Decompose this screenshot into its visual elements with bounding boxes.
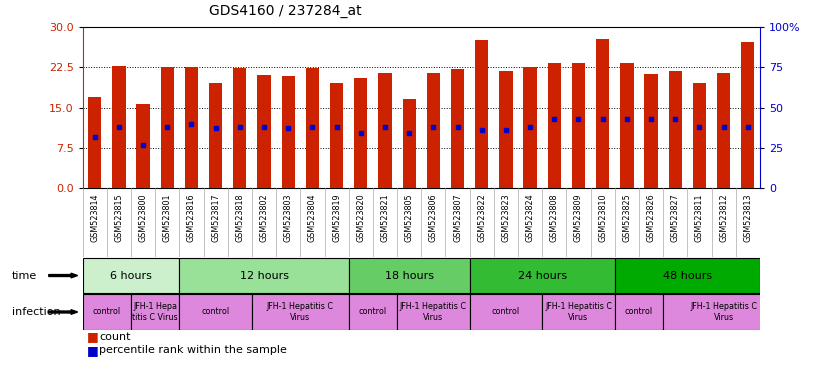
Bar [354,78,368,188]
Bar [233,68,246,188]
Bar [136,104,150,188]
Bar [542,295,615,329]
Bar [402,99,415,188]
Text: control: control [202,308,230,316]
Bar [252,295,349,329]
Bar [470,258,615,293]
Bar [306,68,319,188]
Bar [88,97,102,188]
Text: control: control [358,308,387,316]
Bar [131,295,179,329]
Bar [644,74,657,188]
Text: GSM523808: GSM523808 [550,194,559,242]
Text: GSM523802: GSM523802 [259,194,268,242]
Text: GSM523813: GSM523813 [743,194,752,242]
Bar [741,42,754,188]
Bar [572,63,585,188]
Text: JFH-1 Hepatitis C
Virus: JFH-1 Hepatitis C Virus [267,302,334,322]
Text: GSM523819: GSM523819 [332,194,341,242]
Text: GSM523827: GSM523827 [671,194,680,242]
Text: GSM523810: GSM523810 [598,194,607,242]
Text: GSM523824: GSM523824 [525,194,534,242]
Text: GSM523817: GSM523817 [211,194,221,242]
Bar [83,258,179,293]
Bar [427,73,440,188]
Text: GSM523807: GSM523807 [453,194,462,242]
Text: GDS4160 / 237284_at: GDS4160 / 237284_at [210,4,362,18]
Text: control: control [625,308,653,316]
Text: GSM523820: GSM523820 [356,194,365,242]
Bar [185,67,198,188]
Text: GSM523821: GSM523821 [381,194,390,242]
Text: infection: infection [12,307,60,317]
Text: GSM523803: GSM523803 [283,194,292,242]
Text: ■: ■ [87,331,98,343]
Bar [160,67,174,188]
Bar [693,83,706,188]
Text: control: control [93,308,121,316]
Text: JFH-1 Hepa
titis C Virus: JFH-1 Hepa titis C Virus [132,302,178,322]
Text: 6 hours: 6 hours [110,270,152,281]
Bar [717,73,730,188]
Text: ■: ■ [87,344,98,357]
Text: 18 hours: 18 hours [385,270,434,281]
Bar [112,66,126,188]
Bar [615,258,760,293]
Text: GSM523815: GSM523815 [114,194,123,242]
Text: GSM523804: GSM523804 [308,194,317,242]
Bar [209,83,222,188]
Text: percentile rank within the sample: percentile rank within the sample [99,345,287,356]
Bar [596,39,610,188]
Text: GSM523823: GSM523823 [501,194,510,242]
Text: GSM523811: GSM523811 [695,194,704,242]
Text: JFH-1 Hepatitis C
Virus: JFH-1 Hepatitis C Virus [400,302,467,322]
Text: GSM523816: GSM523816 [187,194,196,242]
Text: 12 hours: 12 hours [240,270,288,281]
Bar [282,76,295,188]
Text: GSM523826: GSM523826 [647,194,656,242]
Text: count: count [99,332,131,342]
Text: 24 hours: 24 hours [518,270,567,281]
Bar [397,295,470,329]
Bar [663,295,784,329]
Text: GSM523800: GSM523800 [139,194,148,242]
Bar [258,75,271,188]
Bar [615,295,663,329]
Text: GSM523801: GSM523801 [163,194,172,242]
Bar [475,40,488,188]
Text: GSM523822: GSM523822 [477,194,487,242]
Bar [83,295,131,329]
Bar [548,63,561,188]
Bar [524,67,537,188]
Text: 48 hours: 48 hours [662,270,712,281]
Text: GSM523814: GSM523814 [90,194,99,242]
Bar [179,258,349,293]
Text: GSM523812: GSM523812 [719,194,729,242]
Text: JFH-1 Hepatitis C
Virus: JFH-1 Hepatitis C Virus [691,302,757,322]
Text: time: time [12,270,37,281]
Text: GSM523806: GSM523806 [429,194,438,242]
Text: control: control [491,308,520,316]
Bar [349,295,397,329]
Bar [330,83,344,188]
Bar [620,63,634,188]
Text: JFH-1 Hepatitis C
Virus: JFH-1 Hepatitis C Virus [545,302,612,322]
Text: GSM523825: GSM523825 [622,194,631,242]
Bar [349,258,470,293]
Bar [179,295,252,329]
Text: GSM523809: GSM523809 [574,194,583,242]
Bar [378,73,392,188]
Bar [668,71,682,188]
Bar [499,71,513,188]
Bar [451,69,464,188]
Bar [470,295,542,329]
Text: GSM523818: GSM523818 [235,194,244,242]
Text: GSM523805: GSM523805 [405,194,414,242]
